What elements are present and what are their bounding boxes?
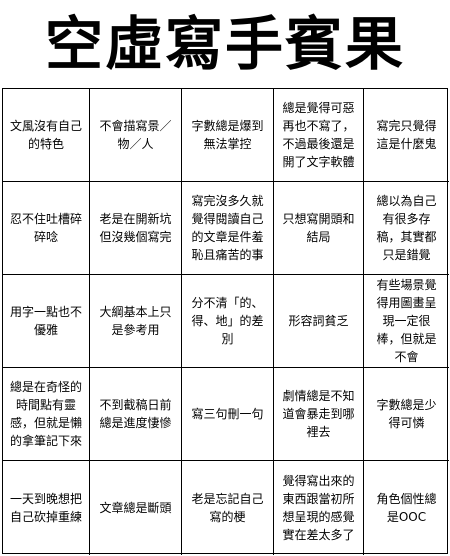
bingo-cell: 老是忘記自己寫的梗: [182, 461, 274, 555]
bingo-cell: 覺得寫出來的東西跟當初所想呈現的感覺實在差太多了: [274, 461, 364, 555]
bingo-cell: 文章總是斷頭: [90, 461, 182, 555]
bingo-cell: 分不清「的、得、地」的差別: [182, 275, 274, 368]
bingo-cell: 角色個性總是OOC: [376, 492, 437, 524]
bingo-cell: 只想寫開頭和結局: [274, 182, 364, 275]
bingo-grid: 文風沒有自己的特色 不會描寫景／物／人 字數總是爆到無法掌控 總是覺得可惡再也不…: [2, 88, 449, 555]
page-title: 空虛寫手賓果: [44, 10, 405, 78]
bingo-cell: 不到截稿日前總是進度悽慘: [90, 368, 182, 461]
bingo-cell: 字數總是少得可憐: [364, 368, 449, 461]
bingo-cell: 形容詞貧乏: [274, 275, 364, 368]
bingo-cell: 有些場景覺得用圖畫呈現一定很棒，但就是不會: [364, 275, 449, 368]
bingo-cell: 寫完只覺得這是什麼鬼: [364, 89, 449, 182]
bingo-cell: 寫完沒多久就覺得閱讀自己的文章是件羞恥且痛苦的事: [182, 182, 274, 275]
bingo-cell: 老是在開新坑但沒幾個寫完: [90, 182, 182, 275]
bingo-cell: 一天到晚想把自己砍掉重練: [3, 461, 90, 555]
bingo-cell: 大綱基本上只是參考用: [90, 275, 182, 368]
bingo-cell: 字數總是爆到無法掌控: [182, 89, 274, 182]
bingo-cell: 忍不住吐槽碎碎唸: [3, 182, 90, 275]
bingo-cell: 總是覺得可惡再也不寫了，不過最後還是開了文字軟體: [274, 89, 364, 182]
bingo-cell: 總是在奇怪的時間點有靈感，但就是懶的拿筆記下來: [3, 368, 90, 461]
bingo-cell: 寫三句刪一句: [182, 368, 274, 461]
bingo-cell: 文風沒有自己的特色: [3, 89, 90, 182]
bingo-cell: 用字一點也不優雅: [3, 275, 90, 368]
bingo-cell: 總以為自己有很多存稿，其實都只是錯覺: [364, 182, 449, 275]
bingo-cell: 不會描寫景／物／人: [90, 89, 182, 182]
bingo-cell: 劇情總是不知道會暴走到哪裡去: [274, 368, 364, 461]
